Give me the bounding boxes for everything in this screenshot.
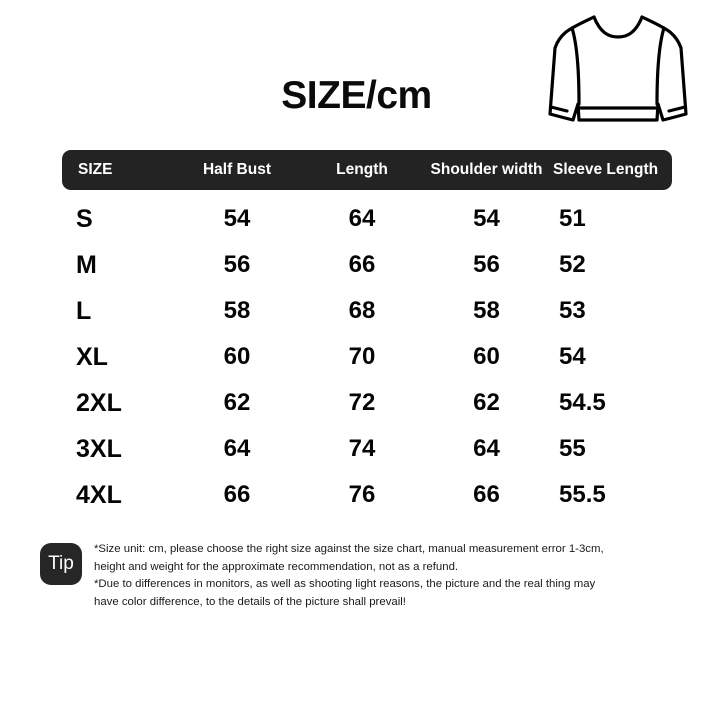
page-title: SIZE/cm <box>281 74 432 117</box>
table-header-row: SIZE Half Bust Length Shoulder width Sle… <box>62 150 672 190</box>
tip-text: *Size unit: cm, please choose the right … <box>94 541 604 611</box>
cell-length: 66 <box>348 251 376 278</box>
size-chart-table: SIZE Half Bust Length Shoulder width Sle… <box>62 150 672 518</box>
cell-shoulder-width: 58 <box>473 297 500 324</box>
cell-sleeve-length: 54 <box>559 343 586 370</box>
column-header-shoulder-width: Shoulder width <box>430 161 543 178</box>
column-header-sleeve-length: Sleeve Length <box>553 161 659 178</box>
cell-sleeve-length: 52 <box>559 251 586 278</box>
cell-half-bust: 62 <box>223 389 251 416</box>
table-row: M 56 66 56 52 <box>62 242 672 288</box>
cell-sleeve-length: 53 <box>559 297 586 324</box>
cell-shoulder-width: 64 <box>473 435 500 462</box>
table-row: 2XL 62 72 62 54.5 <box>62 380 672 426</box>
cell-half-bust: 58 <box>223 297 251 324</box>
cell-sleeve-length: 51 <box>559 205 586 232</box>
cell-shoulder-width: 62 <box>473 389 500 416</box>
cell-shoulder-width: 66 <box>473 481 500 508</box>
cell-size: XL <box>76 342 108 371</box>
cell-length: 68 <box>348 297 376 324</box>
cell-size: 3XL <box>76 434 122 463</box>
column-header-half-bust: Half Bust <box>202 161 272 178</box>
cell-length: 64 <box>348 205 376 232</box>
cell-half-bust: 60 <box>223 343 251 370</box>
cell-length: 70 <box>348 343 376 370</box>
table-row: L 58 68 58 53 <box>62 288 672 334</box>
tip-line-1: *Size unit: cm, please choose the right … <box>94 543 604 555</box>
cell-size: S <box>76 204 93 233</box>
cell-sleeve-length: 55.5 <box>559 481 606 508</box>
cell-half-bust: 56 <box>223 251 251 278</box>
cell-half-bust: 54 <box>223 205 251 232</box>
table-row: XL 60 70 60 54 <box>62 334 672 380</box>
tip-badge: Tip <box>40 543 82 585</box>
cell-size: 4XL <box>76 480 122 509</box>
sweatshirt-illustration <box>548 8 688 136</box>
cell-shoulder-width: 54 <box>473 205 500 232</box>
cell-shoulder-width: 60 <box>473 343 500 370</box>
tip-line-2: height and weight for the approximate re… <box>94 560 459 573</box>
cell-sleeve-length: 54.5 <box>559 389 606 416</box>
cell-shoulder-width: 56 <box>473 251 500 278</box>
cell-size: M <box>76 250 97 279</box>
tip-line-4: have color difference, to the details of… <box>94 595 406 608</box>
tip-note: Tip *Size unit: cm, please choose the ri… <box>40 541 670 611</box>
cell-half-bust: 64 <box>223 435 251 462</box>
column-header-size: SIZE <box>78 161 113 178</box>
cell-half-bust: 66 <box>223 481 251 508</box>
table-row: S 54 64 54 51 <box>62 196 672 242</box>
column-header-length: Length <box>336 161 388 178</box>
cell-sleeve-length: 55 <box>559 435 586 462</box>
table-row: 3XL 64 74 64 55 <box>62 426 672 472</box>
cell-size: 2XL <box>76 388 122 417</box>
cell-length: 74 <box>348 435 376 462</box>
table-row: 4XL 66 76 66 55.5 <box>62 472 672 518</box>
cell-length: 76 <box>348 481 376 508</box>
tip-line-3: *Due to differences in monitors, as well… <box>94 578 596 590</box>
cell-length: 72 <box>348 389 376 416</box>
cell-size: L <box>76 296 92 325</box>
